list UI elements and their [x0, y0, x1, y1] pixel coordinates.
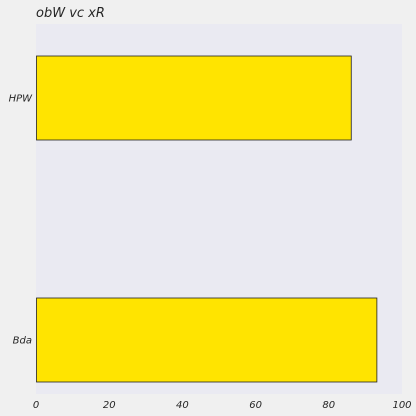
x-tick-label: 80: [322, 400, 335, 411]
x-tick-labels: 0 20 40 60 80 100: [33, 400, 412, 411]
y-tick-label: Bda: [13, 336, 32, 347]
bar-hpw: [36, 55, 352, 141]
x-tick-label: 60: [249, 400, 262, 411]
x-tick-label: 40: [176, 400, 189, 411]
x-tick-label: 20: [103, 400, 116, 411]
y-tick-labels: HPW Bda: [9, 94, 34, 347]
x-tick-label: 0: [33, 400, 39, 411]
y-tick-label: HPW: [9, 94, 34, 105]
chart-title: obW vc xR: [36, 6, 105, 21]
x-tick-label: 100: [392, 400, 411, 411]
bars-layer: [36, 55, 378, 383]
bar-bda: [36, 297, 378, 383]
